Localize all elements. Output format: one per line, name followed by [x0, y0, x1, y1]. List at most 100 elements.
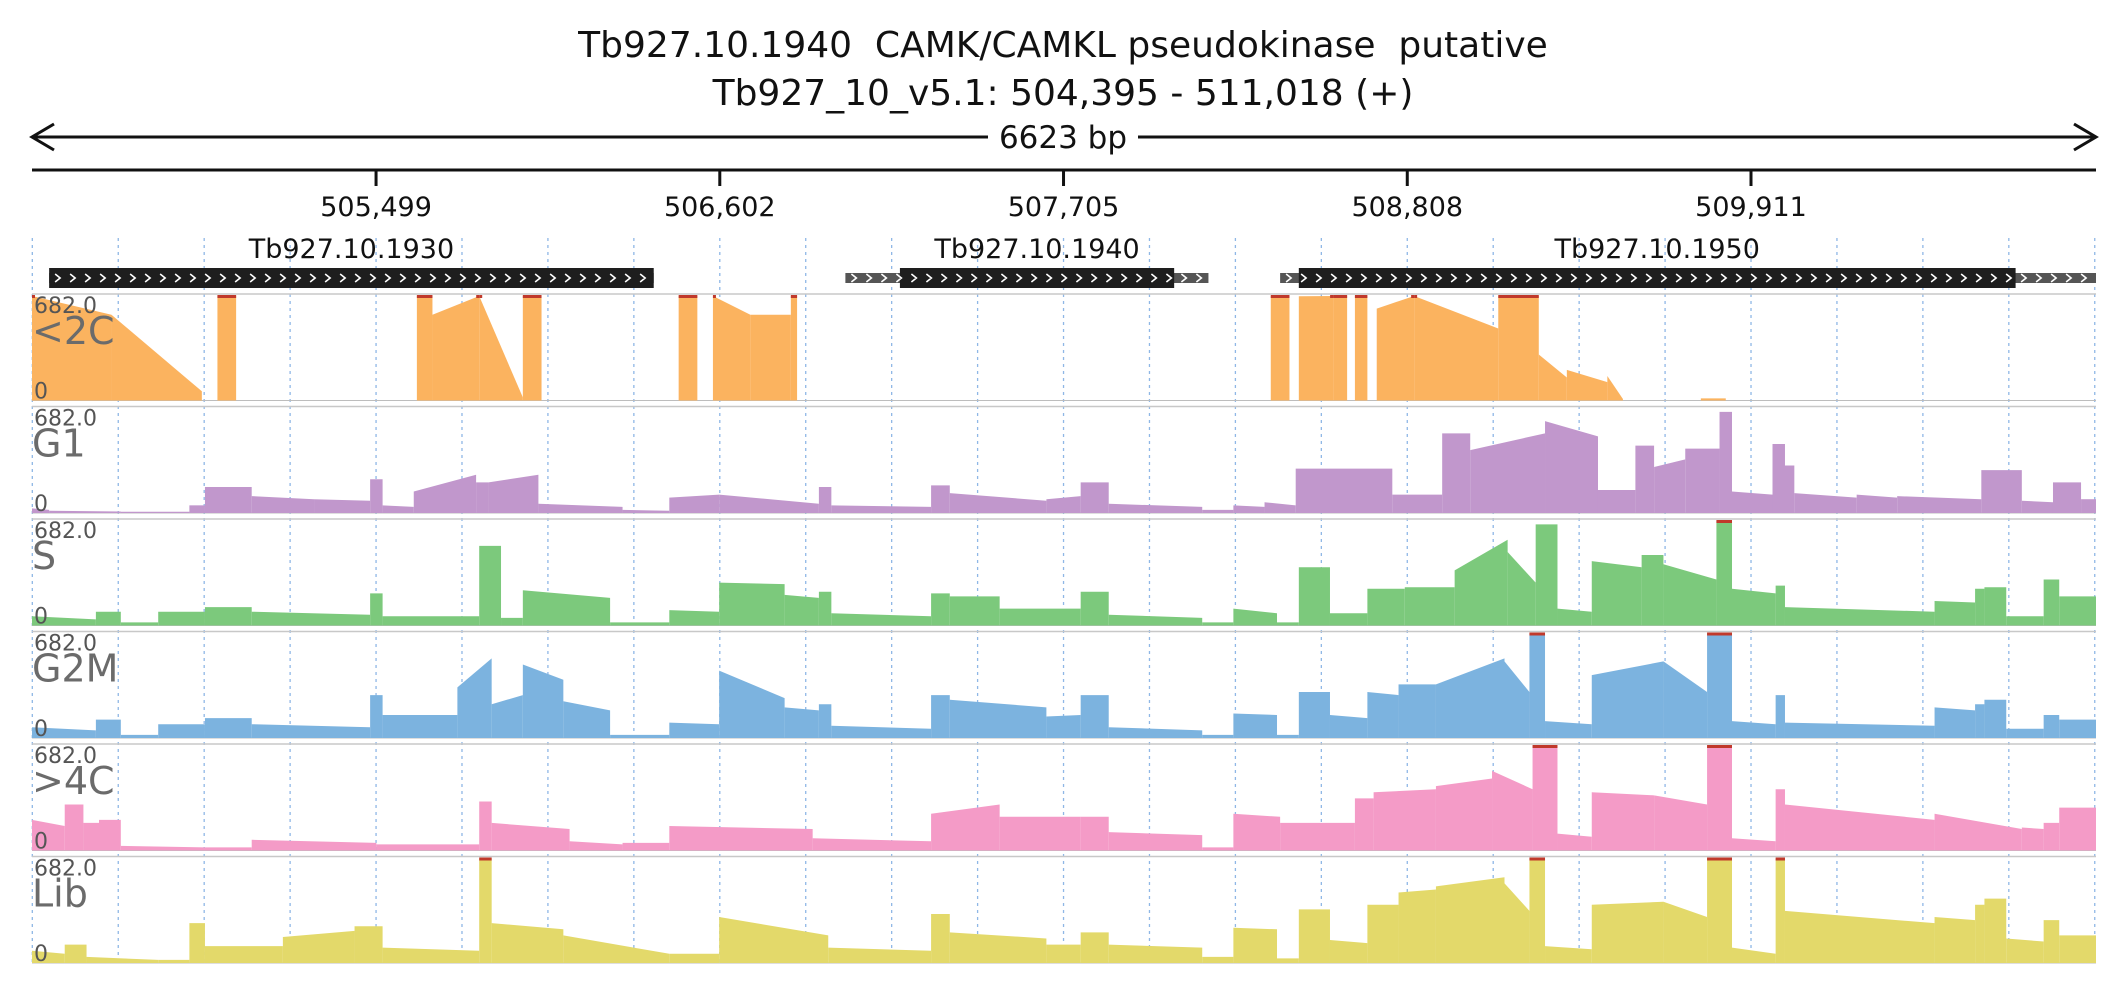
track-0-area-15: [1299, 296, 1333, 401]
track-min-label-5: 0: [34, 942, 48, 967]
track-2-area-26: [1330, 613, 1367, 625]
track-4-area-15: [1000, 817, 1081, 851]
track-min-label-3: 0: [34, 717, 48, 742]
track-5-area-4: [189, 923, 205, 963]
track-1: 682.0 0 G1: [32, 407, 2096, 518]
tick-label-3: 508,808: [1351, 192, 1463, 223]
track-1-area-10: [476, 482, 488, 513]
track-5-area-21: [1233, 928, 1277, 963]
track-4-area-8: [479, 801, 491, 850]
track-4-area-36: [2059, 808, 2096, 851]
track-0-clip-20: [1411, 295, 1414, 298]
track-1-area-17: [831, 505, 931, 513]
track-2-area-4: [205, 607, 252, 625]
track-4-area-32: [1785, 805, 1935, 851]
track-3-area-25: [1277, 735, 1299, 738]
track-3-area-38: [1776, 695, 1785, 738]
track-5-area-36: [1785, 911, 1935, 963]
track-5-area-24: [1330, 940, 1367, 963]
track-5-area-11: [563, 935, 669, 963]
track-1-area-39: [1794, 493, 1856, 513]
track-0-area-3: [217, 296, 236, 401]
track-4-area-29: [1707, 746, 1732, 851]
track-1-area-41: [1897, 496, 1981, 513]
track-5-area-16: [950, 932, 1047, 963]
track-1-area-9: [414, 475, 476, 513]
track-2-area-10: [523, 590, 610, 625]
track-2-area-22: [1202, 622, 1233, 625]
track-2-area-32: [1557, 609, 1591, 626]
track-3-area-37: [1732, 721, 1776, 738]
track-1-area-4: [205, 487, 252, 513]
track-5-area-8: [383, 948, 480, 963]
track-1-area-11: [489, 475, 539, 513]
track-5-area-3: [158, 960, 189, 963]
track-4-area-4: [121, 846, 205, 851]
track-1-area-29: [1470, 433, 1545, 513]
track-name-4: >4C: [32, 759, 115, 803]
track-1-area-21: [1081, 482, 1109, 513]
track-2-area-24: [1277, 622, 1299, 625]
track-2-area-30: [1508, 552, 1536, 626]
track-4-area-18: [1202, 847, 1233, 850]
track-1-area-18: [931, 485, 950, 513]
track-4-area-22: [1374, 789, 1436, 850]
track-3-clip-36: [1707, 633, 1732, 636]
track-3-area-30: [1436, 658, 1505, 738]
track-1-area-16: [819, 487, 831, 513]
gene-2: Tb927.10.1950: [1280, 234, 2096, 288]
track-2-area-33: [1592, 561, 1642, 625]
track-2-area-15: [819, 592, 831, 626]
track-2-area-5: [252, 612, 370, 626]
track-3-area-16: [819, 704, 831, 738]
track-3-area-45: [2059, 720, 2096, 738]
track-2-area-39: [1785, 607, 1935, 625]
track-4-area-23: [1436, 778, 1492, 850]
track-5-area-9: [479, 859, 491, 964]
track-0-clip-15: [1330, 295, 1333, 298]
track-4-area-35: [2044, 823, 2060, 851]
track-4-area-1: [65, 805, 84, 851]
track-0-clip-8: [679, 295, 698, 298]
track-3-area-27: [1330, 715, 1367, 738]
track-1-area-38: [1773, 466, 1795, 514]
track-5-area-37: [1935, 917, 1976, 963]
track-0-area-16: [1333, 296, 1347, 401]
track-1-area-31: [1598, 490, 1635, 513]
track-3-area-4: [205, 718, 252, 738]
track-name-3: G2M: [32, 647, 118, 691]
track-0-area-14: [1271, 296, 1290, 401]
track-5-area-31: [1592, 902, 1664, 963]
track-3-area-14: [719, 671, 784, 738]
track-0-area-26: [1701, 398, 1726, 400]
track-3-area-6: [370, 695, 382, 738]
track-2-area-27: [1367, 589, 1404, 626]
track-3-area-5: [252, 724, 370, 738]
track-4-area-6: [252, 840, 377, 851]
track-1-area-44: [2053, 482, 2081, 513]
track-2-area-41: [1975, 589, 1984, 626]
track-2-area-6: [370, 593, 382, 625]
track-1-area-23: [1202, 510, 1233, 513]
track-3-area-34: [1592, 661, 1664, 738]
track-3-area-19: [950, 700, 1047, 738]
track-1-area-22: [1109, 504, 1202, 513]
track-2-area-7: [383, 616, 480, 625]
track-2-area-12: [669, 610, 719, 625]
track-5-area-23: [1299, 909, 1330, 963]
track-1-area-1: [49, 511, 121, 513]
track-1-area-13: [623, 510, 670, 513]
track-0-clip-4: [417, 295, 433, 298]
track-4-area-27: [1592, 792, 1654, 850]
track-4-area-31: [1776, 789, 1785, 850]
track-1-area-30: [1545, 421, 1598, 513]
track-0-area-25: [1607, 376, 1623, 401]
track-2-area-3: [158, 612, 205, 626]
track-5-area-20: [1202, 957, 1233, 963]
track-5-area-38: [1975, 905, 1984, 963]
track-5-area-2: [87, 957, 159, 963]
track-0-clip-6: [479, 295, 482, 298]
vertical-gridlines: [32, 238, 2094, 962]
track-0-area-20: [1377, 296, 1414, 401]
track-2-area-18: [950, 596, 1000, 625]
